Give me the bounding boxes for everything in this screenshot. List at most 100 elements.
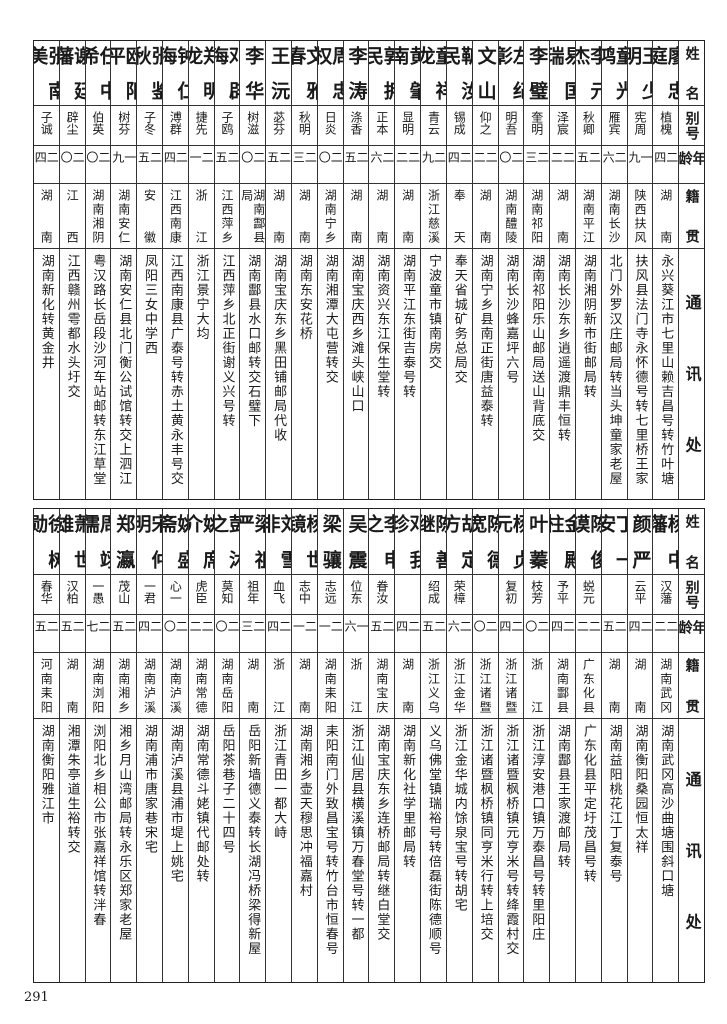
name-cell: 左纪彰 (498, 41, 524, 106)
alias-cell: 志中 (292, 575, 317, 615)
alias-text: 辟尘 (65, 111, 80, 135)
origin-text: 浙江慈溪 (426, 189, 441, 243)
name-text: 靳汝民 (446, 46, 472, 100)
origin-text: 湖南 (245, 658, 260, 713)
alias-text: 一君 (142, 580, 157, 604)
name-cell: 叶蓁 (524, 509, 550, 575)
name-text: 易国瑞 (550, 46, 575, 100)
name-cell: 徐树勋 (33, 509, 59, 575)
address-text: 湖南湘阴新市街邮局转 (580, 254, 596, 399)
origin-cell: 湖南常德 (188, 653, 214, 719)
table-row: 梁骧 志远 二一 湖南耒阳 耒阳南门外致昌宝号转竹台市恒春号 (316, 509, 343, 982)
address-text: 广东化县平定圩茂昌号转 (580, 724, 596, 884)
origin-text: 奉天 (452, 189, 467, 243)
age-cell: 二二 (472, 146, 498, 184)
address-text: 宁波童市镇南房交 (425, 254, 441, 370)
alias-cell: 伯英 (85, 106, 111, 146)
name-cell: 张鉴秋 (137, 41, 162, 106)
alias-cell: 涤香 (343, 106, 369, 146)
age-text: 二五 (266, 151, 291, 165)
age-cell: 二四 (627, 615, 653, 653)
alias-text: 子诚 (39, 111, 54, 135)
name-text: 金殿柱 (550, 514, 575, 569)
alias-text: 位东 (349, 580, 364, 604)
age-text: 二七 (85, 620, 111, 634)
header-alias-cell: 别号 (679, 575, 704, 615)
origin-text: 湖南 (400, 658, 415, 713)
alias-cell: 正本 (369, 106, 395, 146)
address-cell: 耒阳南门外致昌宝号转竹台市恒春号 (318, 719, 343, 982)
table-row: 彭沐之 莫知 二〇 湖南岳阳 岳阳茶巷子二十四号 (213, 509, 240, 982)
alias-text: 予平 (555, 580, 570, 604)
name-cell: 廖忠庭 (653, 41, 679, 106)
origin-cell: 河南耒阳 (33, 653, 59, 719)
origin-text: 浙江 (529, 658, 544, 713)
origin-cell: 浙江义乌 (421, 653, 446, 719)
address-cell: 江西萍乡北正街谢义兴号转 (215, 249, 240, 499)
alias-text: 明吾 (503, 111, 518, 135)
age-text: 二五 (214, 151, 240, 165)
origin-cell: 江西 (59, 184, 85, 249)
age-cell: 二四 (162, 146, 188, 184)
origin-cell: 江西萍乡 (214, 184, 240, 249)
age-cell: 二〇 (472, 615, 498, 653)
origin-cell: 湖南耒阳 (317, 653, 343, 719)
name-text: 陈善继 (421, 514, 446, 569)
age-text: 二五 (421, 620, 446, 634)
name-cell: 周忠权 (317, 41, 343, 106)
name-text: 左纪彰 (498, 46, 524, 100)
alias-text: 溥群 (168, 111, 183, 135)
origin-text: 广东化县 (581, 658, 596, 713)
alias-text: 云平 (632, 580, 647, 604)
age-cell: 二二 (575, 615, 601, 653)
origin-text: 湖南岳阳 (219, 658, 234, 713)
origin-cell: 浙江金华 (446, 653, 472, 719)
name-text: 张南美 (33, 46, 59, 100)
alias-cell: 子鸥 (214, 106, 240, 146)
name-text: 刘雪非 (266, 514, 291, 569)
roster-table-bottom: 姓名 别号 年龄 籍贯 通讯处 杨中藩 汉藩 二二 湖南武冈 湖南武冈高沙曲塘围斜口塘 颜严 云平 二四… (33, 508, 705, 983)
age-cell: 二六 (601, 146, 627, 184)
origin-text: 湖南耒阳 (323, 658, 338, 713)
address-cell: 湖南泸溪县浦市堤上姚宅 (163, 719, 188, 982)
table-row: 郑明龙 捷先 二一 浙江 浙江景宁大均 (187, 41, 214, 499)
address-cell: 湖南新化转黄金井 (34, 249, 59, 499)
origin-text: 浙江诸暨 (478, 658, 493, 713)
name-text: 丁一安 (601, 514, 627, 569)
alias-cell: 雁宾 (601, 106, 627, 146)
age-text: 一九 (111, 151, 137, 165)
table-row: 童光鸿 雁宾 二六 湖南长沙 北门外罗汉庄邮局转当头坤童家老屋 (600, 41, 627, 499)
name-text: 姚席介 (188, 514, 214, 569)
alias-text: 子鸥 (219, 111, 234, 135)
origin-cell: 湖南醴陵 (498, 184, 524, 249)
name-cell: 文山 (472, 41, 498, 106)
alias-cell: 位东 (343, 575, 369, 615)
table-row: 郭拥民 正本 二六 湖南 湖南资兴东江保生堂转 (368, 41, 395, 499)
name-text: 谢廷藩 (59, 46, 85, 100)
address-cell: 岳阳新墙德义泰转长湖冯桥梁得新屋 (240, 719, 265, 982)
age-text: 二五 (575, 151, 601, 165)
header-name-cell: 姓名 (679, 509, 704, 575)
header-origin-cell: 籍贯 (679, 184, 704, 249)
alias-text: 血飞 (271, 580, 286, 604)
age-cell: 二五 (343, 146, 369, 184)
table-row: 王少明 宪周 一九 陕西扶风 扶风县法门寺永怀德号转七里桥王家 (626, 41, 653, 499)
name-text: 文雅春 (292, 46, 317, 100)
age-text: 二六 (369, 151, 395, 165)
table-row: 张南美 子诚 二四 湖南 湖南新化转黄金井 (33, 41, 59, 499)
alias-cell: 植槐 (653, 106, 679, 146)
address-text: 湖南武冈高沙曲塘围斜口塘 (658, 724, 674, 898)
age-cell: 二四 (653, 146, 679, 184)
age-cell: 二三 (524, 146, 550, 184)
name-cell: 易国瑞 (550, 41, 575, 106)
table-row: 胡定方 荣樟 二六 浙江金华 浙江金华城内馀泉宝号转胡宅 (445, 509, 472, 982)
address-text: 湖南湘乡壶天穆思冲福嘉村 (296, 724, 312, 898)
name-text: 杨世镜 (292, 514, 317, 569)
address-text: 湖南长沙蜂嘉坪六号 (503, 254, 519, 385)
origin-cell: 湖南 (33, 184, 59, 249)
origin-cell: 广东化县 (575, 653, 601, 719)
address-cell: 湖南东安花桥 (292, 249, 317, 499)
age-text: 二五 (369, 620, 395, 634)
age-text: 二四 (446, 151, 472, 165)
table-row: 陈俊谟 蜕元 二二 广东化县 广东化县平定圩茂昌号转 (574, 509, 601, 982)
